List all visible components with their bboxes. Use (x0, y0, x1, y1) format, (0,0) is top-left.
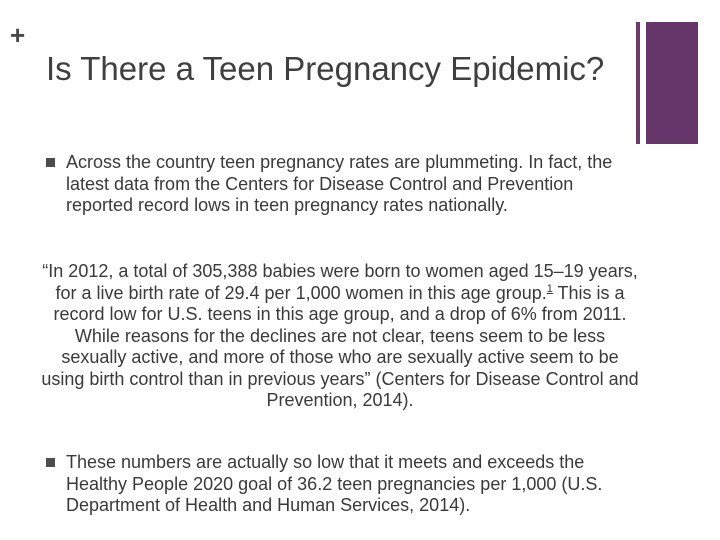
square-bullet-icon (46, 158, 55, 167)
quote-text-part-1: “In 2012, a total of 305,388 babies were… (42, 261, 638, 303)
quote-text-part-2: This is a record low for U.S. teens in t… (41, 282, 639, 411)
bullet-1-text: Across the country teen pregnancy rates … (66, 152, 613, 215)
bullet-item-1: Across the country teen pregnancy rates … (46, 152, 636, 217)
plus-icon: + (10, 20, 26, 50)
quote-block: “In 2012, a total of 305,388 babies were… (40, 261, 640, 412)
square-bullet-icon (46, 458, 55, 467)
accent-thin-bar (636, 22, 640, 144)
accent-thick-bar (646, 22, 698, 144)
slide-title: Is There a Teen Pregnancy Epidemic? (46, 50, 605, 87)
bullet-2-text: These numbers are actually so low that i… (66, 452, 603, 515)
footnote-link[interactable]: 1 (546, 282, 553, 295)
bullet-item-2: These numbers are actually so low that i… (46, 452, 636, 517)
